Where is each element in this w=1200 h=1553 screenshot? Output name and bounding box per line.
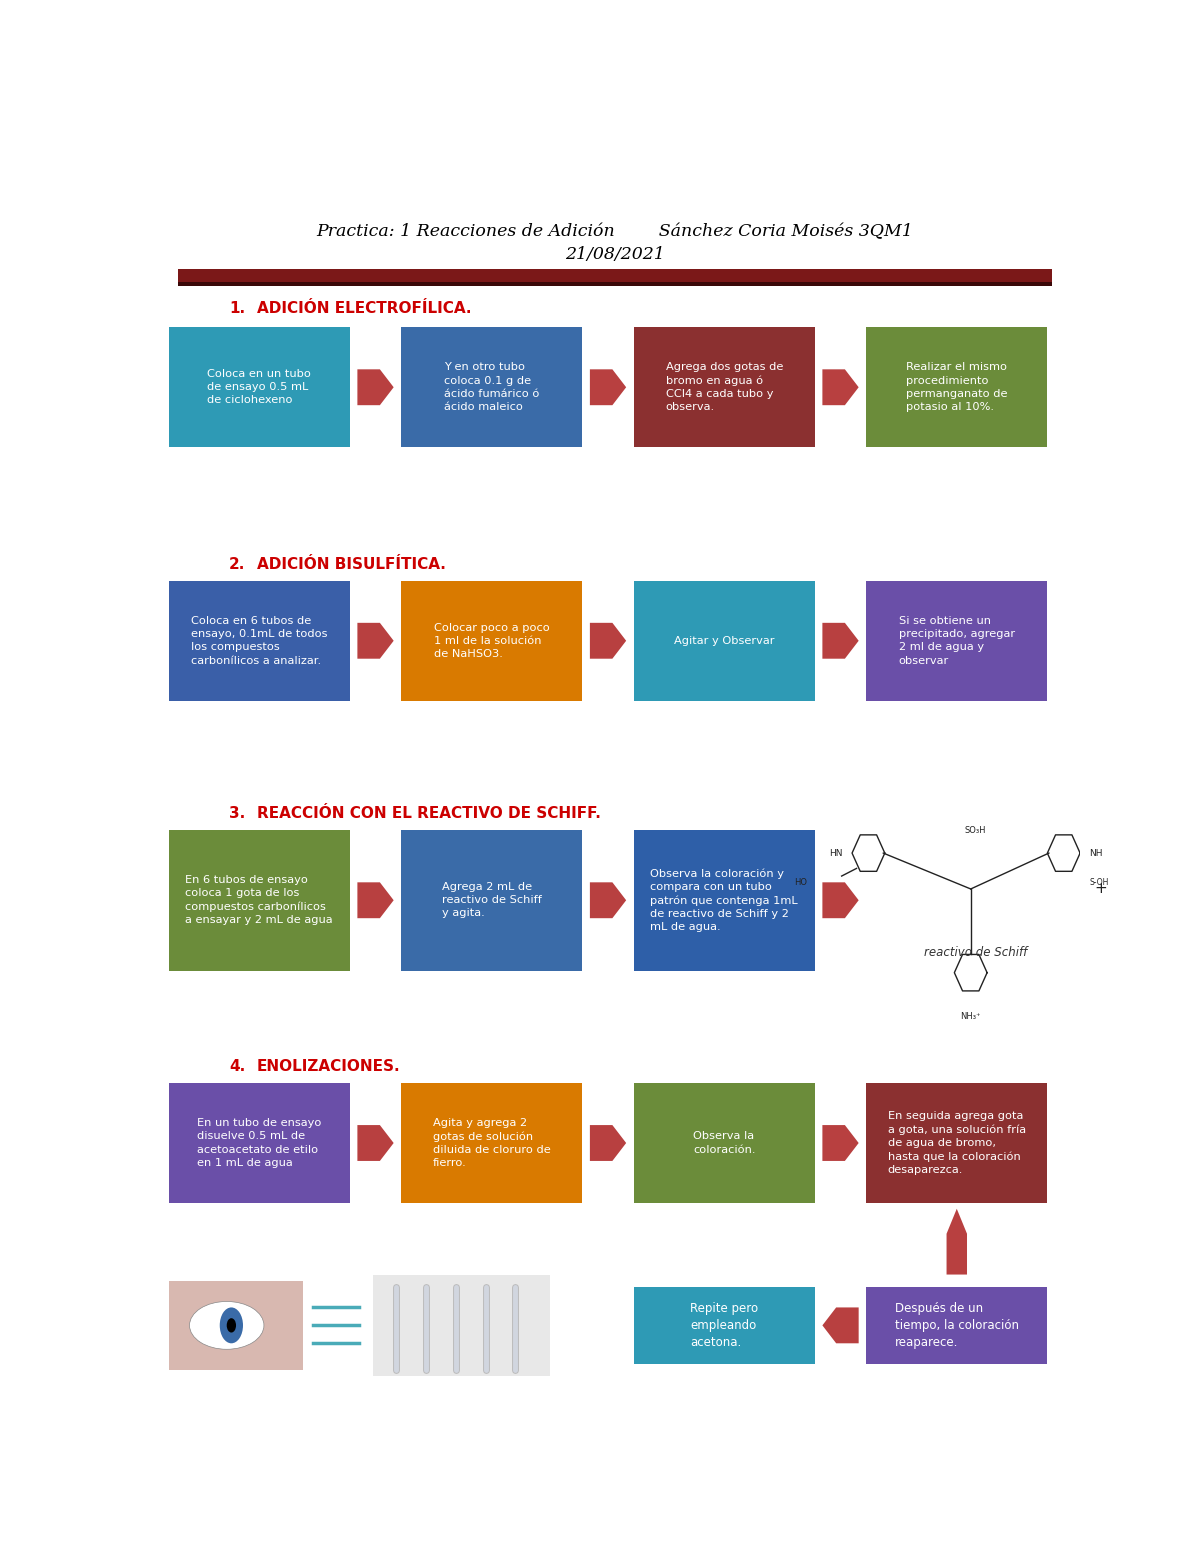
Bar (168, 1281, 304, 1370)
Text: REACCIÓN CON EL REACTIVO DE SCHIFF.: REACCIÓN CON EL REACTIVO DE SCHIFF. (257, 806, 601, 822)
Bar (168, 581, 350, 700)
Text: Agitar y Observar: Agitar y Observar (674, 635, 774, 646)
Text: ADICIÓN ELECTROFÍLICA.: ADICIÓN ELECTROFÍLICA. (257, 301, 472, 317)
Text: Observa la
coloración.: Observa la coloración. (694, 1132, 756, 1154)
Bar (634, 829, 815, 971)
Bar (178, 269, 1052, 281)
Polygon shape (822, 1308, 859, 1343)
Bar (373, 1275, 550, 1376)
Polygon shape (822, 370, 859, 405)
Text: 4.: 4. (229, 1059, 245, 1075)
Text: NH: NH (1090, 848, 1103, 857)
Bar (634, 581, 815, 700)
Bar (634, 1084, 815, 1202)
Polygon shape (590, 882, 626, 918)
Polygon shape (358, 370, 394, 405)
Polygon shape (947, 1208, 967, 1275)
Text: Agita y agrega 2
gotas de solución
diluida de cloruro de
fierro.: Agita y agrega 2 gotas de solución dilui… (433, 1118, 551, 1168)
Polygon shape (822, 1124, 859, 1162)
Text: Coloca en 6 tubos de
ensayo, 0.1mL de todos
los compuestos
carbonílicos a analiz: Coloca en 6 tubos de ensayo, 0.1mL de to… (191, 617, 328, 666)
Text: Colocar poco a poco
1 ml de la solución
de NaHSO3.: Colocar poco a poco 1 ml de la solución … (434, 623, 550, 658)
Ellipse shape (220, 1308, 242, 1343)
Bar (634, 1286, 815, 1364)
Text: Repite pero
empleando
acetona.: Repite pero empleando acetona. (690, 1301, 758, 1350)
Bar (401, 829, 582, 971)
Ellipse shape (227, 1318, 236, 1332)
Text: En un tubo de ensayo
disuelve 0.5 mL de
acetoacetato de etilo
en 1 mL de agua: En un tubo de ensayo disuelve 0.5 mL de … (197, 1118, 322, 1168)
Bar (401, 328, 582, 447)
Polygon shape (822, 882, 859, 918)
Text: S-OH: S-OH (1090, 879, 1109, 887)
Text: En 6 tubos de ensayo
coloca 1 gota de los
compuestos carbonílicos
a ensayar y 2 : En 6 tubos de ensayo coloca 1 gota de lo… (186, 874, 334, 926)
Text: 21/08/2021: 21/08/2021 (565, 245, 665, 262)
Text: Coloca en un tubo
de ensayo 0.5 mL
de ciclohexeno: Coloca en un tubo de ensayo 0.5 mL de ci… (208, 370, 311, 405)
Bar (866, 328, 1048, 447)
Text: ADICIÓN BISULFÍTICA.: ADICIÓN BISULFÍTICA. (257, 558, 446, 572)
Text: NH₃⁺: NH₃⁺ (960, 1011, 980, 1020)
Text: En seguida agrega gota
a gota, una solución fría
de agua de bromo,
hasta que la : En seguida agrega gota a gota, una soluc… (888, 1110, 1026, 1176)
Ellipse shape (190, 1301, 264, 1350)
Polygon shape (822, 623, 859, 658)
Bar (168, 1084, 350, 1202)
Text: 2.: 2. (229, 558, 246, 572)
Text: Agrega dos gotas de
bromo en agua ó
CCl4 a cada tubo y
observa.: Agrega dos gotas de bromo en agua ó CCl4… (666, 362, 782, 413)
Text: HO: HO (794, 879, 808, 887)
Text: reactivo de Schiff: reactivo de Schiff (924, 946, 1027, 958)
Bar (168, 328, 350, 447)
Text: Si se obtiene un
precipitado, agregar
2 ml de agua y
observar: Si se obtiene un precipitado, agregar 2 … (899, 617, 1015, 666)
Bar (178, 281, 1052, 286)
Polygon shape (358, 1124, 394, 1162)
Polygon shape (590, 623, 626, 658)
Text: Realizar el mismo
procedimiento
permanganato de
potasio al 10%.: Realizar el mismo procedimiento permanga… (906, 362, 1008, 412)
Text: 3.: 3. (229, 806, 245, 822)
Bar (866, 1084, 1048, 1202)
Bar (401, 1084, 582, 1202)
Text: Agrega 2 mL de
reactivo de Schiff
y agita.: Agrega 2 mL de reactivo de Schiff y agit… (442, 882, 541, 918)
Text: Practica: 1 Reacciones de Adición        Sánchez Coria Moisés 3QM1: Practica: 1 Reacciones de Adición Sánche… (317, 224, 913, 241)
Text: ENOLIZACIONES.: ENOLIZACIONES. (257, 1059, 401, 1075)
Polygon shape (358, 623, 394, 658)
Text: +: + (1094, 882, 1106, 896)
Bar (401, 581, 582, 700)
Text: SO₃H: SO₃H (965, 826, 986, 836)
Polygon shape (590, 1124, 626, 1162)
Text: Y en otro tubo
coloca 0.1 g de
ácido fumárico ó
ácido maleico: Y en otro tubo coloca 0.1 g de ácido fum… (444, 362, 540, 412)
Text: HN: HN (829, 848, 842, 857)
Polygon shape (358, 882, 394, 918)
Bar (168, 829, 350, 971)
Text: Después de un
tiempo, la coloración
reaparece.: Después de un tiempo, la coloración reap… (895, 1301, 1019, 1350)
Polygon shape (590, 370, 626, 405)
Text: Observa la coloración y
compara con un tubo
patrón que contenga 1mL
de reactivo : Observa la coloración y compara con un t… (650, 868, 798, 932)
Bar (866, 581, 1048, 700)
Bar (866, 1286, 1048, 1364)
Text: 1.: 1. (229, 301, 245, 317)
Bar (634, 328, 815, 447)
